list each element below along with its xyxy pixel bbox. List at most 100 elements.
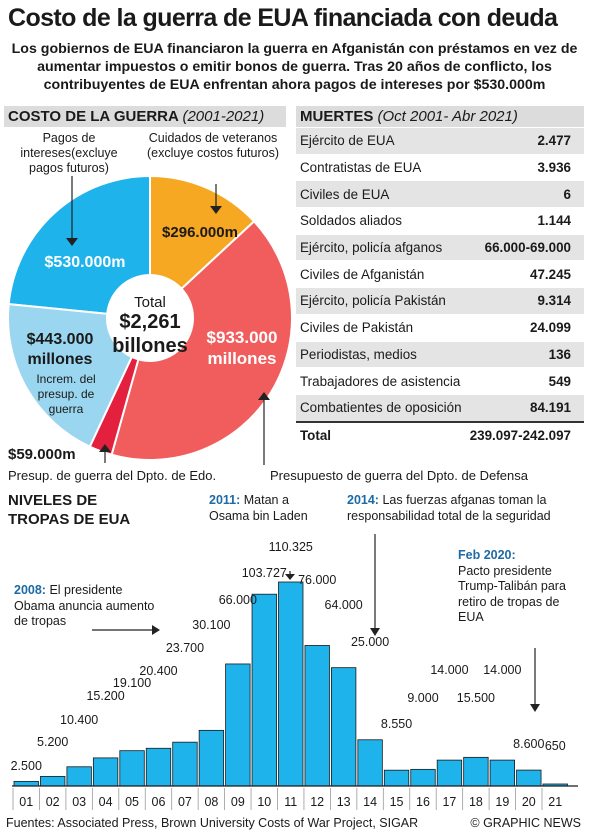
deaths-total-label: Total <box>296 420 466 450</box>
troop-bar <box>13 780 39 787</box>
deaths-row-label: Soldados aliados <box>296 207 466 235</box>
troop-year-label: 01 <box>19 795 33 809</box>
troop-bar <box>436 759 463 787</box>
deaths-row-label: Civiles de Pakistán <box>296 314 466 342</box>
cost-pie-chart <box>7 174 293 465</box>
pie-center-hole <box>106 274 194 362</box>
page-subtitle: Los gobiernos de EUA financiaron la guer… <box>11 41 578 93</box>
troop-bar <box>66 766 92 787</box>
deaths-row-value: 136 <box>465 341 584 369</box>
deaths-row: Periodistas, medios 136 <box>296 341 584 369</box>
troop-year-label: 18 <box>469 795 483 809</box>
troop-year-label: 07 <box>178 795 192 809</box>
deaths-row-value: 6 <box>465 180 584 209</box>
troop-bar <box>304 645 330 787</box>
troop-bar <box>463 756 489 787</box>
sources-footer: Fuentes: Associated Press, Brown Univers… <box>6 816 419 830</box>
deaths-row-label: Ejército de EUA <box>296 128 466 155</box>
deaths-total-row: Total 239.097-242.097 <box>296 420 584 450</box>
troop-value-label: 64.000 <box>325 598 363 612</box>
deaths-row-label: Trabajadores de asistencia <box>296 367 466 395</box>
troop-value-label: 15.200 <box>86 689 124 703</box>
deaths-row: Civiles de Afganistán 47.245 <box>296 260 584 289</box>
deaths-row-label: Civiles de EUA <box>296 180 466 209</box>
cost-section-band <box>4 106 286 127</box>
troop-bars <box>12 581 578 787</box>
annotation-2011-text: Matan a Osama bin Laden <box>209 493 308 523</box>
deaths-row-label: Civiles de Afganistán <box>296 260 466 289</box>
pie-label-veterans: Cuidados de veteranos (excluye costos fu… <box>147 131 279 160</box>
troop-year-label: 14 <box>363 795 377 809</box>
annotation-2014-year: 2014: <box>347 493 379 507</box>
deaths-row-value: 2.477 <box>465 128 584 155</box>
deaths-row-label: Periodistas, medios <box>296 341 466 369</box>
troop-year-label: 05 <box>125 795 139 809</box>
troop-year-label: 08 <box>204 795 218 809</box>
troop-bar <box>357 739 383 787</box>
deaths-row-value: 1.144 <box>465 207 584 235</box>
deaths-total-value: 239.097-242.097 <box>465 420 584 450</box>
troop-year-label: 02 <box>46 795 60 809</box>
troop-value-label: 8.600 <box>513 737 544 751</box>
deaths-row-label: Ejército, policía Pakistán <box>296 287 466 315</box>
annotation-2014: 2014: Las fuerzas afganas toman la respo… <box>347 493 579 524</box>
troop-value-label: 66.000 <box>219 593 257 607</box>
deaths-row-value: 24.099 <box>465 314 584 342</box>
deaths-row-label: Contratistas de EUA <box>296 154 466 182</box>
deaths-row: Contratistas de EUA 3.936 <box>296 154 584 182</box>
troop-value-label: 110.325 <box>269 540 313 554</box>
pie-total-label: Total <box>134 294 166 311</box>
pie-arrow-veterans <box>210 206 222 214</box>
troop-value-label: 9.000 <box>407 691 438 705</box>
troop-bar <box>410 768 436 787</box>
annotation-2011: 2011: Matan a Osama bin Laden <box>209 493 329 524</box>
troop-bar <box>92 757 119 787</box>
troop-value-label: 19.100 <box>113 676 151 690</box>
troop-value-label: 23.700 <box>166 641 204 655</box>
pie-value-defense: $933.000 millones <box>206 328 278 368</box>
deaths-row-value: 66.000-69.000 <box>465 234 584 262</box>
pie-value-veterans: $296.000m <box>162 224 238 241</box>
pie-slice-defense <box>110 219 293 461</box>
troop-year-label: 06 <box>152 795 166 809</box>
deaths-section-band <box>296 106 584 127</box>
troop-year-label: 13 <box>337 795 351 809</box>
cost-period: (2001-2021) <box>182 108 265 125</box>
pie-arrow-interest <box>66 238 78 246</box>
annotation-2020-year: Feb 2020: <box>458 548 516 562</box>
annotation-2008-text: El presidente Obama anuncia aumento de t… <box>14 583 155 628</box>
deaths-row: Ejército, policía afganos 66.000-69.000 <box>296 234 584 262</box>
pie-arrow-defense <box>258 392 270 400</box>
troop-value-label: 2.500 <box>11 759 42 773</box>
deaths-row-value: 47.245 <box>465 260 584 289</box>
annotation-2014-text: Las fuerzas afganas toman la responsabil… <box>347 493 551 523</box>
annotation-2008-year: 2008: <box>14 583 46 597</box>
deaths-row-value: 3.936 <box>465 154 584 182</box>
troop-value-label: 14.000 <box>483 663 521 677</box>
pie-total-value: $2,261 <box>119 311 181 333</box>
troops-heading: NIVELES DE TROPAS DE EUA <box>8 492 131 528</box>
troop-bar <box>516 769 542 787</box>
troop-value-label: 10.400 <box>60 713 98 727</box>
troop-year-label: 10 <box>257 795 271 809</box>
annotation-2011-year: 2011: <box>209 493 241 507</box>
cost-heading-text: COSTO DE LA GUERRA <box>8 108 179 125</box>
deaths-row-value: 84.191 <box>465 394 584 423</box>
annotation-2020: Feb 2020: Pacto presidente Trump-Talibán… <box>458 548 568 626</box>
deaths-table: Ejército de EUA 2.477 Contratistas de EUA… <box>296 128 584 450</box>
troop-bar <box>251 593 277 787</box>
pie-label-increment: Increm. del presup. de guerra <box>36 372 96 416</box>
cost-heading: COSTO DE LA GUERRA (2001-2021) <box>8 108 264 125</box>
deaths-heading: MUERTES (Oct 2001- Abr 2021) <box>300 108 518 125</box>
troop-bar <box>330 667 357 787</box>
pie-value-state: $59.000m <box>8 446 76 463</box>
deaths-row: Soldados aliados 1.144 <box>296 207 584 235</box>
troop-value-label: 30.100 <box>192 618 230 632</box>
pie-value-interest: $530.000m <box>44 254 126 271</box>
troop-value-label: 5.200 <box>37 735 68 749</box>
credit-text: © GRAPHIC NEWS <box>470 816 581 830</box>
deaths-row: Civiles de EUA 6 <box>296 180 584 209</box>
annotation-2008: 2008: El presidente Obama anuncia aument… <box>14 583 164 630</box>
troop-year-label: 21 <box>548 795 562 809</box>
